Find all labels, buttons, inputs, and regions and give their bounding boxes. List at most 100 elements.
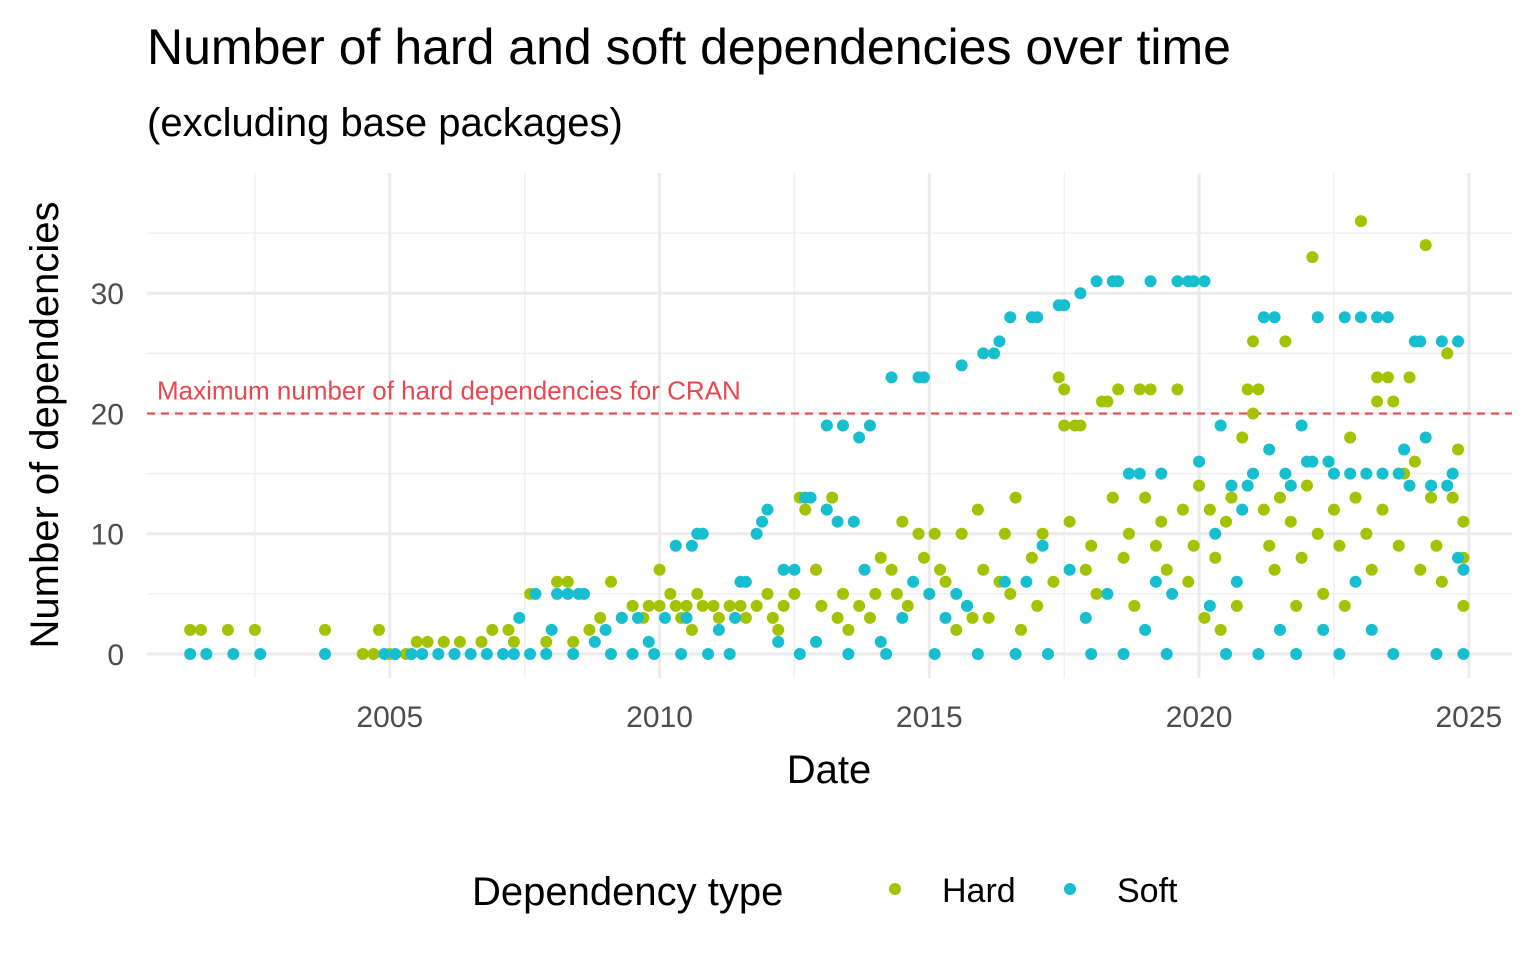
point-soft [739,575,752,588]
point-hard [1295,551,1308,564]
point-soft [998,575,1011,588]
point-soft [917,371,930,384]
point-hard [1360,527,1373,540]
point-soft [1311,311,1324,324]
y-axis-title: Number of dependencies [23,202,67,649]
point-soft [1284,479,1297,492]
point-soft [1371,311,1384,324]
point-soft [793,647,806,660]
point-soft [1452,551,1465,564]
point-soft [1327,467,1340,480]
point-soft [923,587,936,600]
point-soft [1387,647,1400,660]
point-hard [777,599,790,612]
point-hard [367,647,380,660]
point-soft [1398,443,1411,456]
point-soft [729,611,742,624]
point-hard [567,635,580,648]
point-hard [642,599,655,612]
point-soft [1317,623,1330,636]
legend-key-hard [889,883,901,895]
point-hard [669,599,682,612]
x-axis-title: Date [787,748,872,792]
point-soft [1230,575,1243,588]
point-soft [988,347,1001,360]
point-hard [1338,599,1351,612]
point-hard [912,527,925,540]
point-hard [928,527,941,540]
point-hard [939,575,952,588]
point-hard [1300,479,1313,492]
x-tick-label: 2005 [356,701,423,734]
point-hard [810,563,823,576]
point-soft [1247,467,1260,480]
point-soft [685,539,698,552]
point-hard [1371,395,1384,408]
point-soft [1457,563,1470,576]
point-hard [1311,527,1324,540]
point-soft [1198,275,1211,288]
point-hard [1419,239,1432,252]
point-hard [184,623,197,636]
point-soft [1403,479,1416,492]
point-hard [194,623,207,636]
point-hard [853,599,866,612]
point-soft [858,563,871,576]
point-soft [702,647,715,660]
point-hard [1441,347,1454,360]
point-soft [777,563,790,576]
point-hard [1435,575,1448,588]
point-hard [1058,383,1071,396]
point-hard [723,599,736,612]
point-hard [712,611,725,624]
point-hard [372,623,385,636]
point-soft [1333,647,1346,660]
point-hard [1209,551,1222,564]
point-hard [1063,515,1076,528]
point-soft [1031,311,1044,324]
point-hard [502,623,515,636]
point-hard [1160,563,1173,576]
point-hard [475,635,488,648]
point-hard [1349,491,1362,504]
point-soft [820,419,833,432]
legend: Dependency type Hard Soft [472,870,1178,914]
chart-title: Number of hard and soft dependencies ove… [147,19,1231,75]
point-soft [1236,503,1249,516]
point-hard [486,623,499,636]
point-hard [1090,587,1103,600]
point-hard [1193,479,1206,492]
point-soft [1263,443,1276,456]
point-hard [1182,575,1195,588]
point-soft [497,647,510,660]
point-hard [766,611,779,624]
point-hard [604,575,617,588]
point-soft [928,647,941,660]
point-soft [416,647,429,660]
point-soft [588,635,601,648]
point-hard [680,599,693,612]
point-hard [982,611,995,624]
point-hard [1085,539,1098,552]
point-soft [1252,647,1265,660]
y-tick-label: 20 [91,398,124,431]
point-soft [642,635,655,648]
point-hard [1025,551,1038,564]
point-soft [750,527,763,540]
point-hard [248,623,261,636]
point-soft [820,503,833,516]
point-soft [405,647,418,660]
point-soft [950,587,963,600]
point-hard [594,611,607,624]
point-hard [1220,515,1233,528]
point-soft [184,647,197,660]
point-soft [1042,647,1055,660]
point-hard [1257,503,1270,516]
point-hard [772,623,785,636]
point-soft [551,587,564,600]
point-soft [669,539,682,552]
point-soft [319,647,332,660]
point-hard [583,623,596,636]
point-hard [917,551,930,564]
